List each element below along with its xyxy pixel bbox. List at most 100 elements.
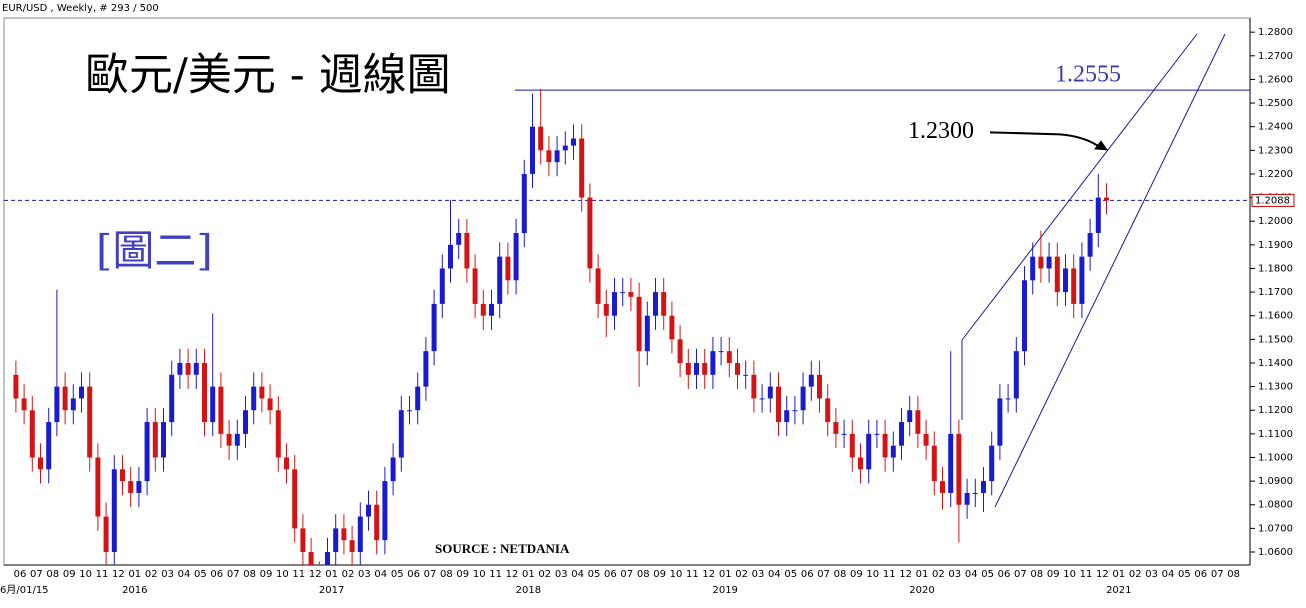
- candle-body: [546, 150, 552, 163]
- x-tick-label: 09: [63, 569, 76, 580]
- candle-body: [907, 410, 913, 423]
- target-arrow: [989, 131, 1101, 149]
- candle-body: [997, 398, 1003, 446]
- x-tick-label: 12: [702, 569, 715, 580]
- x-tick-label: 10: [1063, 569, 1076, 580]
- x-tick-label: 12: [506, 569, 519, 580]
- x-tick-label: 01: [128, 569, 141, 580]
- x-tick-label: 05: [194, 569, 207, 580]
- candle-body: [243, 410, 248, 434]
- x-tick-label: 07: [817, 569, 830, 580]
- candle-body: [13, 374, 19, 399]
- x-period-label: 6月/01/15: [0, 584, 49, 596]
- candle-body: [505, 256, 511, 281]
- candle-body: [751, 374, 757, 399]
- source-note: SOURCE : NETDANIA: [435, 541, 570, 556]
- y-tick-label: 1.0700: [1258, 523, 1293, 534]
- candle-body: [79, 386, 84, 399]
- x-tick-label: 02: [538, 569, 551, 580]
- candle-body: [202, 362, 207, 423]
- x-tick-label: 03: [555, 569, 568, 580]
- x-period-label: 2020: [909, 585, 934, 596]
- x-tick-label: 12: [899, 569, 912, 580]
- candle-body: [587, 197, 593, 269]
- candle-body: [890, 445, 896, 458]
- candle-body: [300, 528, 306, 553]
- candle-body: [1038, 256, 1044, 269]
- candle-body: [448, 244, 453, 269]
- candle-body: [800, 386, 806, 411]
- candle-body: [218, 386, 224, 434]
- x-tick-label: 09: [260, 569, 273, 580]
- candle-body: [776, 386, 781, 423]
- candle-body: [579, 138, 585, 198]
- candle-body: [956, 433, 962, 505]
- candle-body: [456, 233, 462, 245]
- chart-title: 歐元/美元 - 週線圖: [85, 50, 451, 101]
- candle-body: [308, 552, 314, 565]
- candle-body: [620, 292, 626, 294]
- candle-body: [431, 303, 437, 352]
- candle-body: [46, 422, 52, 470]
- candle-body: [497, 256, 503, 304]
- current-price-label: 1.2088: [1255, 195, 1290, 206]
- candle-body: [694, 362, 699, 375]
- candle-body: [726, 351, 732, 363]
- candle-body: [784, 410, 790, 423]
- candle-body: [833, 422, 839, 434]
- candle-body: [931, 445, 937, 482]
- candle-body: [923, 433, 929, 446]
- candle-body: [636, 296, 642, 352]
- x-tick-label: 10: [670, 569, 683, 580]
- candle-body: [808, 374, 814, 387]
- candle-body: [603, 303, 609, 316]
- candle-body: [275, 410, 281, 458]
- candle-body: [899, 422, 904, 446]
- y-tick-label: 1.2300: [1258, 145, 1293, 156]
- candle-body: [1022, 280, 1027, 352]
- candle-body: [374, 504, 380, 541]
- candle-body: [177, 362, 183, 375]
- candle-body: [743, 374, 749, 376]
- candle-body: [817, 374, 822, 399]
- x-tick-label: 11: [883, 569, 896, 580]
- x-tick-label: 11: [489, 569, 502, 580]
- resistance-label: 1.2555: [1055, 62, 1121, 88]
- candle-body: [653, 292, 658, 316]
- x-tick-label: 06: [14, 569, 27, 580]
- y-tick-label: 1.1700: [1258, 287, 1293, 298]
- candle-body: [702, 362, 708, 375]
- candle-body: [251, 386, 257, 411]
- candle-body: [1063, 268, 1068, 293]
- x-tick-label: 02: [145, 569, 158, 580]
- candle-body: [489, 303, 494, 316]
- y-tick-label: 1.2800: [1258, 27, 1293, 38]
- x-tick-label: 04: [571, 569, 584, 580]
- candle-body: [284, 457, 289, 470]
- chart-header: EUR/USD , Weekly, # 293 / 500: [2, 3, 159, 14]
- x-tick-label: 11: [96, 569, 109, 580]
- x-tick-label: 06: [407, 569, 420, 580]
- candle-body: [915, 410, 921, 434]
- candle-body: [267, 398, 273, 411]
- x-tick-label: 08: [243, 569, 256, 580]
- x-tick-label: 12: [112, 569, 125, 580]
- candle-body: [341, 528, 347, 541]
- y-tick-label: 1.2700: [1258, 51, 1293, 62]
- candle-body: [521, 173, 527, 234]
- candle-body: [981, 481, 986, 493]
- channel-lower: [994, 33, 1226, 508]
- y-tick-label: 1.2500: [1258, 98, 1293, 109]
- y-tick-label: 1.2000: [1258, 216, 1293, 227]
- target-arrowhead: [1094, 140, 1108, 151]
- candle-body: [849, 433, 855, 458]
- x-tick-label: 09: [653, 569, 666, 580]
- x-tick-label: 01: [719, 569, 732, 580]
- x-tick-label: 03: [948, 569, 961, 580]
- candle-body: [62, 386, 68, 411]
- x-tick-label: 08: [834, 569, 847, 580]
- candle-body: [120, 469, 125, 482]
- x-tick-label: 07: [1211, 569, 1224, 580]
- x-tick-label: 07: [227, 569, 240, 580]
